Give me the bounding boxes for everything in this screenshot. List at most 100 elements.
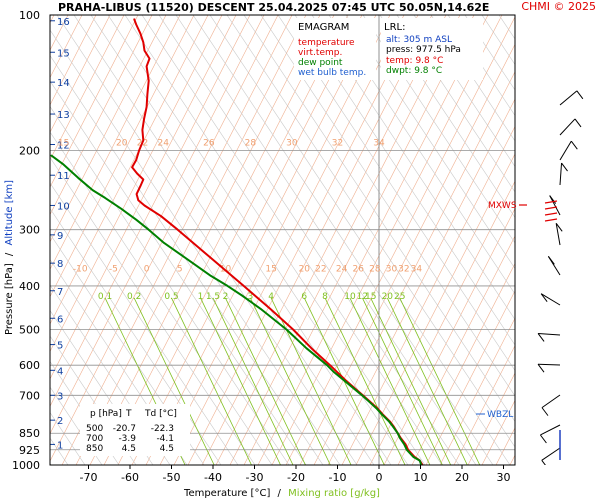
series-point-dew-point [397, 432, 399, 434]
mixing-ratio-line [399, 297, 481, 465]
altitude-label: 11 [57, 171, 70, 182]
x-tick-label: -30 [246, 471, 264, 484]
dry-adiabat-line [567, 15, 600, 465]
altitude-label: 6 [57, 314, 63, 325]
isotherm-label: 0 [144, 264, 150, 274]
y-tick-label: 200 [19, 144, 40, 157]
series-point-dew-point [50, 154, 52, 156]
isotherm-line [215, 15, 447, 465]
dry-adiabat-line [50, 207, 222, 465]
isotherm-line [50, 15, 209, 325]
isotherm-line [257, 15, 489, 465]
dry-adiabat-line [396, 15, 515, 193]
isotherm-label: -10 [73, 264, 88, 274]
series-point-dew-point [332, 371, 334, 373]
isotherm-label: 32 [332, 139, 343, 149]
series-point-dew-point [135, 219, 137, 221]
isotherm-line [50, 15, 139, 188]
wind-barb [537, 363, 561, 373]
dry-adiabat-line [260, 15, 515, 397]
dry-adiabat-line [50, 54, 324, 465]
wind-barb [547, 256, 561, 276]
wind-barb-staff [559, 163, 563, 186]
series-point-dew-point [285, 328, 288, 331]
x-axis-title-temperature: Temperature [°C] [183, 488, 270, 499]
series-point-temperature [310, 347, 312, 349]
series-point-temperature [142, 139, 144, 141]
altitude-label: 16 [57, 17, 70, 28]
mixing-ratio-line [349, 297, 431, 465]
mixing-ratio-line [362, 297, 443, 465]
series-point-temperature [243, 285, 245, 287]
altitude-label: 2 [57, 416, 63, 427]
isotherm-line [566, 15, 600, 465]
levels-table-header-t: T [125, 409, 132, 419]
x-tick-label: 10 [414, 471, 428, 484]
mixing-ratio-line [370, 297, 452, 465]
y-axis-title-separator: / [4, 252, 15, 256]
series-point-temperature [212, 259, 214, 261]
isotherm-line [509, 454, 515, 465]
isotherm-line [50, 15, 167, 243]
dry-adiabat-line [50, 80, 307, 465]
series-point-dew-point [388, 420, 390, 422]
lrl-alt: alt: 305 m ASL [386, 35, 452, 45]
labels-layer: 1002003004005006007008509251000123456789… [12, 9, 511, 484]
legend-item-virt-temp: virt.temp. [298, 48, 342, 58]
wind-barb [555, 223, 563, 246]
lrl-background [381, 18, 483, 80]
x-tick-label: 20 [455, 471, 469, 484]
wind-barb-feather [540, 293, 548, 302]
isotherm-line [467, 372, 515, 465]
series-point-dew-point [367, 400, 369, 402]
series-point-dew-point [187, 259, 189, 261]
altitude-label: 9 [57, 231, 63, 242]
dry-adiabat-line [277, 15, 515, 372]
series-point-temperature [143, 118, 145, 120]
dry-adiabat-line [311, 15, 515, 321]
series-point-temperature [139, 33, 141, 35]
levels-table-row-850-t: 4.5 [122, 444, 136, 454]
isotherm-line [524, 15, 600, 465]
wind-barb [559, 140, 578, 161]
isotherm-line [313, 71, 515, 465]
isotherm-label: 15 [58, 139, 69, 149]
isotherm-line [131, 15, 363, 465]
dry-adiabat-line [345, 15, 515, 270]
wind-barb [549, 195, 561, 216]
lrl-title: LRL: [384, 22, 405, 33]
plot-frame [49, 14, 516, 466]
isotherm-label: 26 [353, 264, 365, 274]
isotherm-label: 32 [398, 264, 409, 274]
wind-barb-feather [574, 118, 582, 128]
credit-label: CHMI © 2025 [521, 0, 596, 13]
dry-adiabat-line [584, 15, 600, 465]
wind-barb-feather [555, 223, 563, 232]
y-tick-label: 100 [19, 9, 40, 22]
altitude-label: 7 [57, 287, 63, 298]
mixing-ratio-label: 10 [344, 292, 356, 302]
isotherm-label: 34 [411, 264, 423, 274]
levels-table-header-td: Td [°C] [144, 409, 177, 419]
series-point-dew-point [419, 459, 421, 462]
altitude-label: 5 [57, 341, 63, 352]
x-tick-label: -50 [163, 471, 181, 484]
dry-adiabat-line [50, 284, 171, 465]
wind-barb-staff [541, 447, 561, 461]
dry-adiabat-line [56, 15, 358, 465]
levels-table-row-500-p: 500 [86, 424, 103, 434]
isotherm-line [201, 15, 433, 465]
isotherm-line [229, 15, 461, 465]
mixing-ratio-label: 0.2 [127, 292, 141, 302]
series-point-temperature [146, 106, 148, 108]
wind-barb-feather [539, 434, 547, 444]
legend-item-wet-bulb: wet bulb temp. [298, 68, 366, 78]
isobars [50, 150, 515, 451]
series-point-temperature [142, 178, 144, 181]
series-line-dew-point [50, 154, 423, 465]
mxws-label: MXWS [488, 201, 517, 211]
dry-adiabat-line [413, 15, 515, 168]
wind-barb [541, 394, 561, 416]
series-point-dew-point [380, 413, 383, 415]
series-point-dew-point [399, 437, 401, 439]
